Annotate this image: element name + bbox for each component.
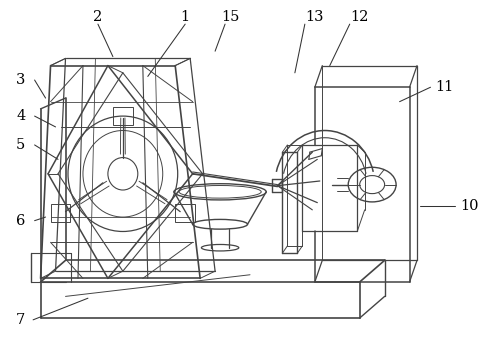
Text: 6: 6 (16, 214, 26, 228)
Text: 12: 12 (350, 10, 369, 24)
Text: 15: 15 (221, 10, 239, 24)
Text: 4: 4 (16, 109, 26, 123)
Text: 5: 5 (16, 138, 26, 152)
Text: 13: 13 (306, 10, 324, 24)
Text: 7: 7 (16, 313, 26, 327)
Bar (50, 205, 70, 223)
Bar (175, 205, 195, 223)
Text: 2: 2 (94, 10, 102, 24)
Bar (113, 107, 133, 125)
Text: 10: 10 (460, 199, 478, 213)
Text: 3: 3 (16, 73, 26, 87)
Text: 11: 11 (436, 80, 454, 94)
Text: 1: 1 (180, 10, 190, 24)
